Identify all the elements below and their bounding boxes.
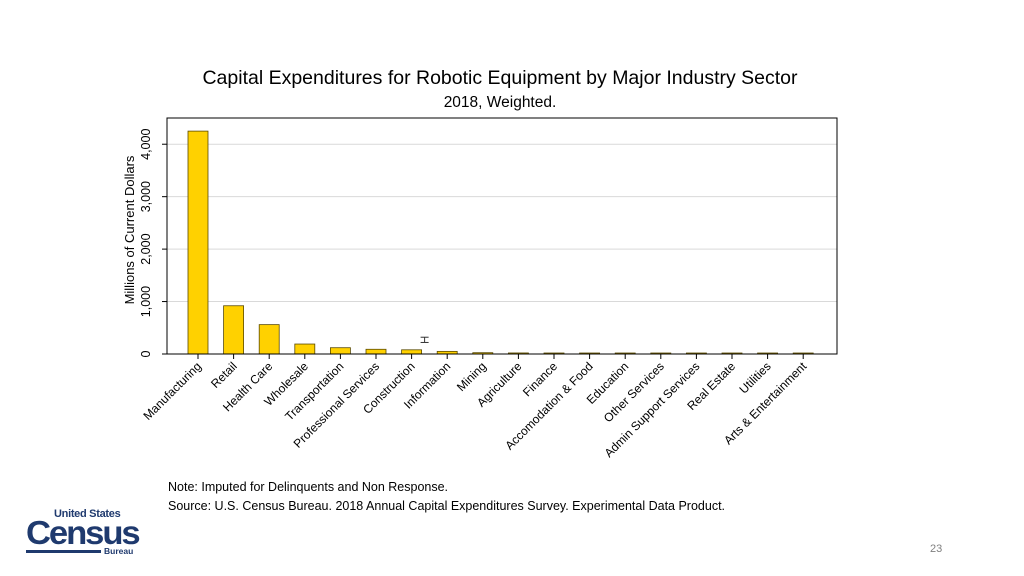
- chart-title: Capital Expenditures for Robotic Equipme…: [202, 67, 798, 89]
- census-logo: United States Census Bureau: [26, 508, 142, 556]
- y-axis-label: Millions of Current Dollars: [122, 155, 137, 304]
- y-tick-label: 1,000: [139, 286, 153, 317]
- bar-manufacturing: [187, 130, 209, 355]
- y-tick-label: 2,000: [139, 233, 153, 264]
- x-tick-label: Retail: [208, 359, 240, 391]
- chart-subtitle: 2018, Weighted.: [443, 94, 557, 111]
- bar-wholesale: [294, 343, 316, 355]
- logo-underline: [26, 550, 101, 553]
- y-tick-label: 0: [139, 350, 153, 357]
- note-text: Note: Imputed for Delinquents and Non Re…: [168, 480, 449, 494]
- logo-census: Census: [26, 514, 141, 551]
- bar-professional-services: [365, 348, 387, 355]
- bars: [187, 130, 814, 355]
- page-number: 23: [930, 543, 943, 555]
- logo-united-states: United States: [54, 508, 121, 520]
- bar-construction: [401, 349, 423, 355]
- bar-health-care: [258, 324, 280, 355]
- y-tick-label: 4,000: [139, 129, 153, 160]
- gridlines: [167, 143, 837, 303]
- x-tick-label: Manufacturing: [140, 359, 204, 423]
- notes-block: Note: Imputed for Delinquents and Non Re…: [168, 478, 725, 516]
- logo-bureau: Bureau: [104, 546, 134, 556]
- plot-frame: [166, 117, 838, 355]
- source-text: Source: U.S. Census Bureau. 2018 Annual …: [168, 499, 726, 513]
- error-bar: [420, 336, 429, 343]
- y-tick-label: 3,000: [139, 181, 153, 212]
- bar-transportation: [329, 347, 351, 355]
- bar-retail: [223, 305, 245, 355]
- axes: [162, 117, 838, 359]
